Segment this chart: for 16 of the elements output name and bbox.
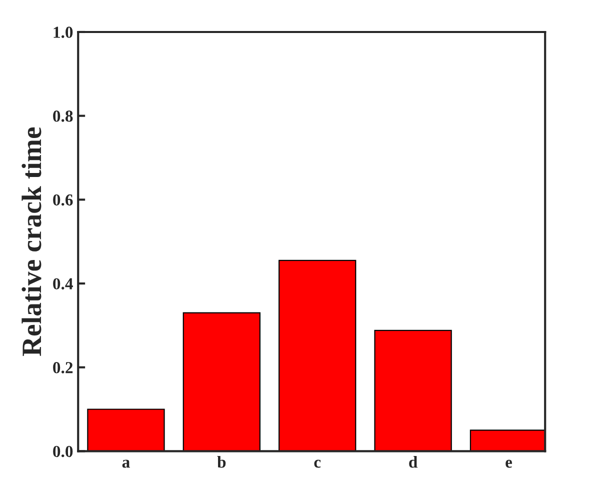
bar (278, 260, 356, 452)
bar (87, 408, 165, 452)
y-axis-title: Relative crack time (22, 127, 42, 356)
x-tick-label: d (409, 456, 418, 468)
x-tick-label: e (506, 460, 512, 468)
y-tick-label: 0.8 (53, 110, 73, 122)
y-tick-label: 1.0 (54, 26, 73, 38)
y-tick-label: 0.6 (53, 194, 73, 206)
x-tick-label: c (314, 460, 321, 468)
x-tick-label: a (122, 460, 130, 468)
y-tick-label: 0.0 (53, 446, 73, 458)
y-tick-label: 0.2 (53, 362, 73, 374)
bar (182, 312, 260, 452)
x-tick-label: b (217, 456, 226, 468)
bar (374, 330, 452, 452)
y-tick-label: 0.4 (53, 278, 73, 290)
